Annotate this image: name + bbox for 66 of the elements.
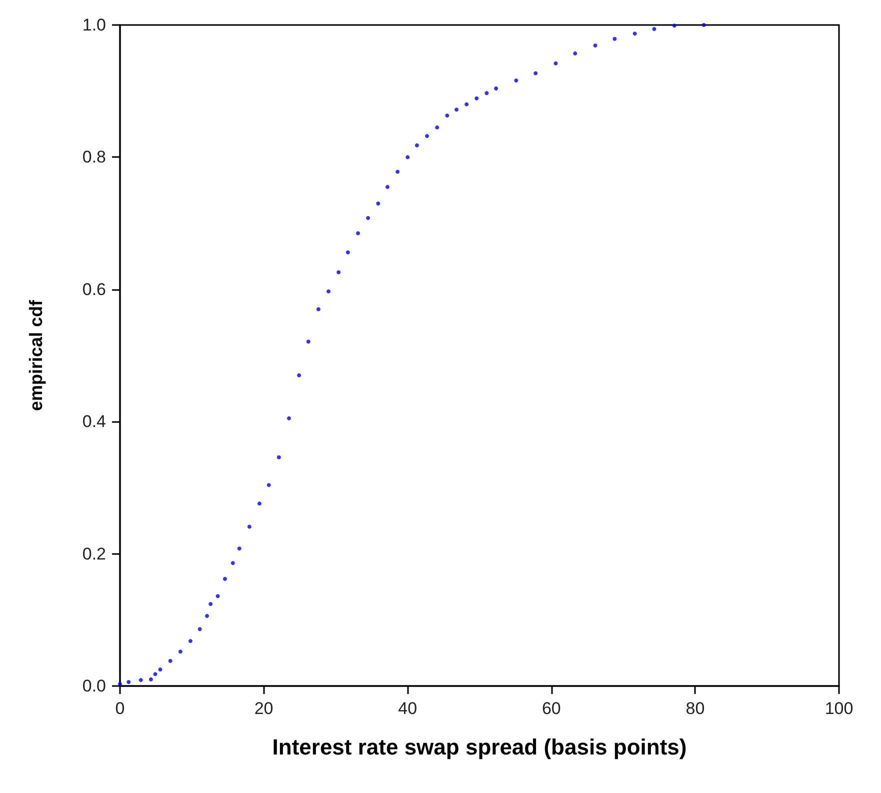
point bbox=[366, 216, 370, 220]
point bbox=[406, 155, 410, 160]
point bbox=[178, 650, 182, 654]
point bbox=[494, 86, 498, 90]
point bbox=[153, 672, 158, 676]
x-tick-label: 80 bbox=[686, 699, 705, 718]
y-tick-label: 0.6 bbox=[82, 280, 106, 299]
point bbox=[257, 502, 262, 506]
point bbox=[593, 43, 598, 48]
point bbox=[435, 125, 440, 130]
point bbox=[316, 307, 320, 312]
point bbox=[230, 561, 235, 566]
point bbox=[276, 455, 281, 460]
point bbox=[346, 250, 350, 254]
x-tick-label: 40 bbox=[398, 699, 418, 718]
x-tick-label: 60 bbox=[542, 699, 561, 718]
y-tick-label: 0.4 bbox=[82, 412, 106, 432]
point bbox=[208, 602, 213, 606]
point bbox=[222, 576, 227, 581]
point bbox=[484, 91, 489, 96]
point bbox=[168, 658, 172, 663]
point bbox=[554, 61, 558, 66]
y-tick-label: 1.0 bbox=[82, 16, 106, 34]
y-axis-title: empirical cdf bbox=[26, 298, 46, 412]
point bbox=[376, 201, 380, 206]
point bbox=[474, 96, 479, 100]
point bbox=[464, 102, 469, 106]
y-tick-label: 0.0 bbox=[82, 676, 106, 696]
point bbox=[534, 71, 538, 76]
x-tick-label: 20 bbox=[254, 699, 274, 718]
point bbox=[188, 639, 192, 644]
point bbox=[385, 184, 390, 189]
point bbox=[297, 373, 302, 378]
y-tick-label: 0.2 bbox=[82, 544, 106, 564]
point bbox=[286, 416, 291, 420]
point bbox=[216, 594, 220, 598]
point bbox=[396, 170, 400, 174]
point bbox=[632, 32, 637, 36]
point bbox=[266, 483, 271, 488]
point bbox=[702, 23, 706, 27]
point bbox=[514, 78, 518, 83]
point bbox=[205, 614, 209, 618]
point bbox=[237, 546, 242, 551]
point bbox=[158, 667, 162, 672]
point bbox=[672, 24, 676, 28]
point bbox=[306, 340, 310, 344]
x-tick-label: 100 bbox=[824, 699, 854, 718]
point bbox=[138, 678, 143, 682]
point bbox=[126, 680, 131, 684]
point bbox=[356, 231, 360, 236]
y-tick-label: 0.8 bbox=[82, 148, 106, 167]
x-axis-title: Interest rate swap spread (basis points) bbox=[272, 734, 687, 760]
point bbox=[445, 114, 450, 118]
point bbox=[326, 289, 331, 294]
point bbox=[454, 108, 458, 112]
point bbox=[247, 524, 252, 529]
point bbox=[573, 51, 578, 56]
point bbox=[414, 143, 419, 148]
point bbox=[198, 627, 202, 632]
point bbox=[425, 134, 430, 138]
x-tick-label: 0 bbox=[115, 699, 125, 718]
point bbox=[148, 677, 153, 682]
point bbox=[336, 270, 341, 274]
point bbox=[118, 682, 122, 686]
point bbox=[612, 36, 617, 41]
point bbox=[652, 26, 656, 31]
